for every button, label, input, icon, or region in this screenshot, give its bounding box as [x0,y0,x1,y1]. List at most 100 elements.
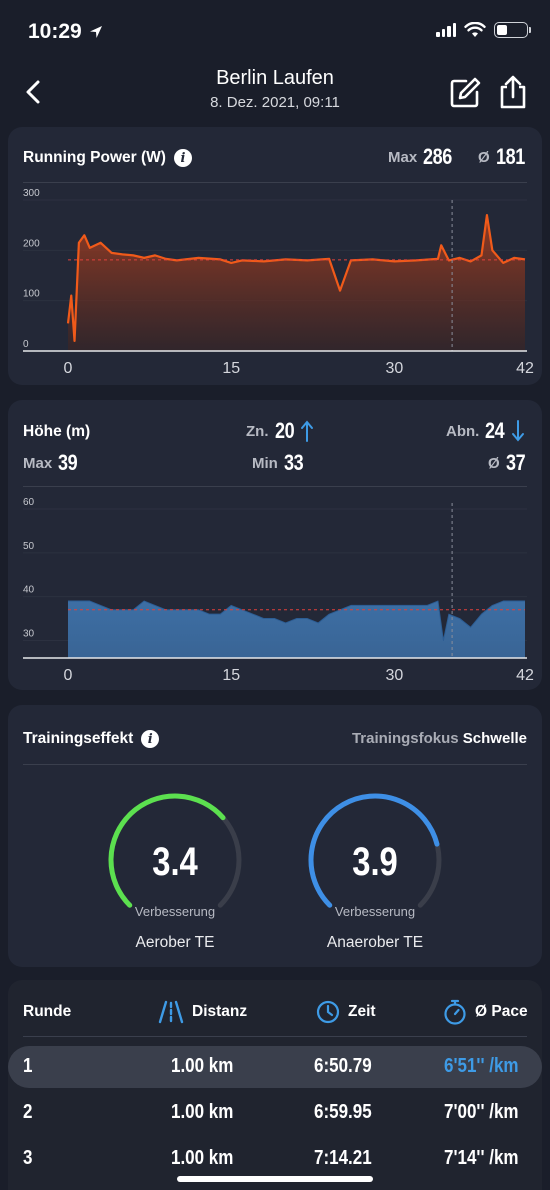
power-max-value: 286 [423,144,453,169]
info-icon[interactable]: i [141,730,160,748]
status-time-text: 10:29 [28,20,82,43]
lap-distance: 1.00 km [171,1055,234,1077]
elevation-avg-stat: Ø 37 [488,450,529,476]
power-max-label: Max [388,148,418,166]
power-avg-stat: Ø 181 [478,144,531,170]
battery-icon [494,22,531,38]
series-line [66,214,526,343]
y-tick-label: 0 [23,339,29,350]
training-title-row: Trainingseffekt i [23,730,160,748]
y-tick-label: 100 [23,289,40,300]
anaerobic-gauge [308,793,442,908]
info-icon[interactable]: i [173,149,192,167]
y-tick-label: 60 [23,497,35,508]
series-line [68,600,525,641]
y-tick-label: 50 [23,541,35,552]
lap-time: 7:14.21 [314,1147,372,1169]
laps-table: Runde Distanz Zeit Ø Pace 1 1.00 km 6:50… [8,980,542,1190]
lap-header-time-label: Zeit [348,1003,376,1020]
elevation-divider [23,486,527,487]
lap-pace: 7'14'' /km [444,1147,519,1169]
lap-header-distance-label: Distanz [192,1003,248,1020]
lap-row[interactable]: 1 1.00 km 6:50.79 6'51'' /km [8,1046,542,1088]
lap-distance: 1.00 km [171,1147,234,1169]
lap-header-distance: Distanz [158,1000,247,1024]
power-avg-label: Ø [478,148,490,166]
elevation-gain-value: 20 [274,418,295,443]
training-focus-label: Trainingsfokus [351,730,459,747]
status-bar: 10:29 [0,0,550,62]
lap-row[interactable]: 2 1.00 km 6:59.95 7'00'' /km [8,1092,542,1134]
back-button[interactable] [18,76,50,108]
chevron-left-icon [26,80,40,104]
anaerobic-gauge-arc [308,793,440,908]
y-tick-label: 30 [23,628,35,639]
training-focus-value: Schwelle [462,730,527,747]
elevation-max-value: 39 [58,450,78,475]
elevation-min-stat: Min 33 [252,450,307,476]
elevation-loss-value: 24 [485,418,505,443]
elevation-chart: 60 50 40 30 0 15 30 42 [23,497,534,684]
cellular-signal-icon [436,23,456,37]
road-icon [158,1000,184,1024]
x-tick-label: 42 [516,360,534,377]
y-tick-label: 40 [23,585,35,596]
lap-header-lap-label: Runde [23,1003,72,1020]
elevation-title: Höhe (m) [23,423,91,440]
training-title: Trainingseffekt [23,730,134,747]
aerobic-te-status: Verbesserung [134,904,216,919]
power-avg-value: 181 [495,144,525,169]
lap-time: 6:50.79 [314,1055,372,1077]
series-area [68,215,525,351]
lap-distance: 1.00 km [171,1101,234,1123]
x-tick-label: 30 [386,667,404,684]
power-title-row: Running Power (W) i [23,149,192,167]
y-tick-label: 200 [23,238,40,249]
status-clock: 10:29 [28,20,104,44]
lap-pace: 6'51'' /km [444,1055,519,1077]
power-divider [23,182,527,183]
series-area [68,601,525,658]
lap-header-pace-label: Ø Pace [475,1003,528,1020]
home-indicator[interactable] [177,1176,373,1182]
arrow-up-icon [300,420,313,442]
elevation-min-label: Min [252,454,278,472]
status-icons [436,22,531,38]
running-power-card: Running Power (W) i Max 286 Ø 181 300 200… [8,127,542,385]
share-button[interactable] [496,74,530,110]
elevation-loss-label: Abn. [446,422,480,440]
x-tick-label: 42 [516,667,534,684]
laps-divider [23,1036,527,1037]
lap-row[interactable]: 3 1.00 km 7:14.21 7'14'' /km [8,1138,542,1180]
aerobic-gauge [108,793,242,908]
anaerobic-te-label: Anaerober TE [326,934,424,951]
y-tick-label: 300 [23,188,40,199]
elevation-max-label: Max [23,454,53,472]
x-tick-label: 30 [386,360,404,377]
power-title: Running Power (W) [23,149,166,166]
navigation-bar: Berlin Laufen 8. Dez. 2021, 09:11 [0,62,550,120]
stopwatch-icon [444,999,466,1025]
elevation-avg-value: 37 [505,450,526,475]
elevation-gain-label: Zn. [246,422,269,440]
elevation-avg-label: Ø [488,454,500,472]
aerobic-te-value: 3.4 [152,840,198,884]
lap-pace: 7'00'' /km [444,1101,519,1123]
lap-number: 3 [23,1147,33,1169]
training-focus: Trainingsfokus Schwelle [352,730,527,747]
wifi-icon [464,22,486,37]
lap-time: 6:59.95 [314,1101,372,1123]
lap-header-lap: Runde [23,1003,71,1021]
edit-button[interactable] [448,76,482,110]
anaerobic-te-status: Verbesserung [334,904,416,919]
anaerobic-te-value: 3.9 [352,840,398,884]
activity-date: 8. Dez. 2021, 09:11 [210,94,340,111]
clock-icon [316,1000,340,1024]
elevation-card: Höhe (m) Zn. 20 Abn. 24 Max 39 Min 33 Ø … [8,400,542,690]
elevation-min-value: 33 [283,450,304,475]
aerobic-te-label: Aerober TE [135,934,215,951]
activity-title: Berlin Laufen [216,67,334,89]
elevation-loss-stat: Abn. 24 [446,418,525,444]
aerobic-gauge-arc [108,793,226,908]
elevation-gain-stat: Zn. 20 [246,418,314,444]
